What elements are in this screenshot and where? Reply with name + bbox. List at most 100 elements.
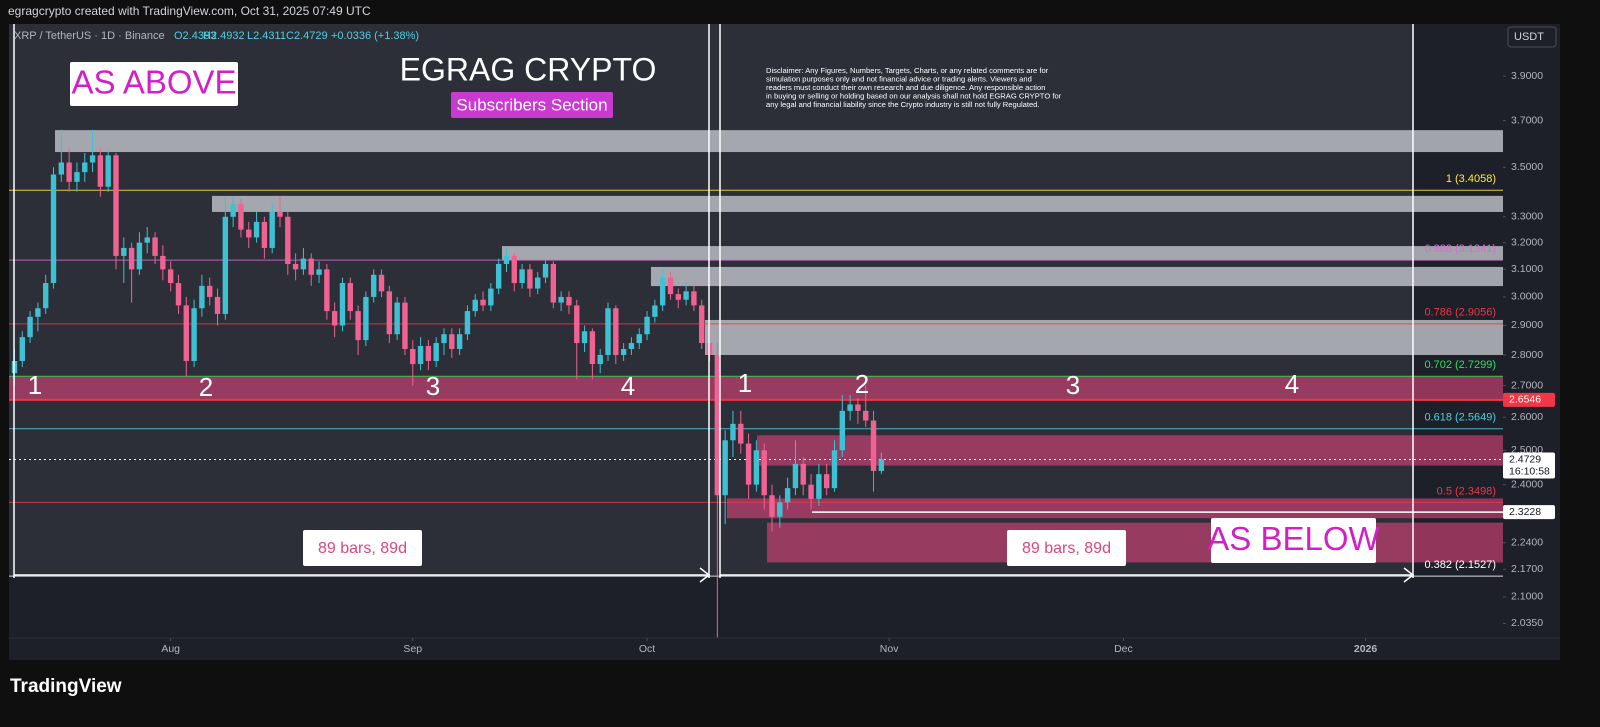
cycle-label: 2	[855, 369, 869, 399]
x-tick-label: Aug	[161, 643, 180, 655]
price-zone	[55, 130, 1503, 153]
subtitle: Subscribers Section	[456, 95, 607, 114]
candle-body	[620, 348, 627, 355]
candle-body	[277, 211, 283, 217]
fib-label: 0.786 (2.9056)	[1424, 307, 1496, 319]
price-zone	[767, 522, 1503, 563]
y-tick-label: 3.9000	[1511, 70, 1543, 82]
candle-body	[613, 308, 619, 355]
candle-body	[386, 291, 393, 335]
candle-body	[89, 155, 96, 163]
currency: USDT	[1514, 31, 1544, 43]
candle-body	[574, 305, 580, 344]
candle-body	[636, 334, 642, 344]
y-tick-label: 2.2400	[1511, 536, 1543, 548]
candle-body	[652, 305, 658, 317]
disclaimer-line: in buying or selling or holding based on…	[766, 92, 1062, 101]
cycle-label: 4	[1285, 369, 1299, 399]
candle-body	[472, 299, 478, 312]
candle-body	[699, 305, 705, 344]
candle-body	[519, 269, 525, 284]
candle-body	[261, 221, 268, 248]
candle-body	[839, 410, 845, 451]
candle-body	[745, 443, 752, 485]
cycle-label: 4	[621, 371, 635, 401]
candle-body	[441, 334, 447, 344]
candle-body	[480, 299, 486, 306]
candle-body	[488, 288, 494, 306]
range-label-box	[303, 530, 422, 566]
candle-body	[870, 420, 877, 471]
price-zone	[705, 319, 1503, 355]
x-tick-label: Dec	[1114, 643, 1133, 655]
candle-body	[394, 302, 400, 335]
symbol: XRP / TetherUS · 1D · Binance	[14, 30, 165, 42]
candle-body	[43, 283, 49, 309]
candle-body	[847, 404, 853, 411]
x-tick-label: Sep	[403, 643, 422, 655]
candle-body	[230, 204, 236, 217]
candle-body	[253, 221, 260, 238]
candle-body	[667, 277, 674, 295]
fib-label: 0.382 (2.1527)	[1424, 559, 1496, 571]
candle-body	[581, 331, 588, 344]
y-tick-label: 2.7000	[1511, 379, 1543, 391]
candle-body	[831, 450, 838, 489]
price-axis	[1503, 24, 1560, 660]
countdown: 16:10:58	[1509, 465, 1550, 477]
alert-price-tag	[1503, 392, 1555, 407]
candle-body	[417, 346, 424, 365]
candle-body	[19, 337, 25, 362]
candle-body	[378, 274, 385, 292]
as-below: AS BELOW	[1207, 520, 1380, 557]
y-tick-label: 3.5000	[1511, 161, 1543, 173]
candle-body	[511, 255, 517, 284]
candle-body	[823, 474, 830, 489]
candle-body	[246, 229, 252, 238]
support-price: 2.3228	[1509, 506, 1541, 518]
candle-body	[714, 354, 721, 496]
candle-body	[238, 204, 244, 230]
candle-body	[792, 463, 799, 489]
legend-value: O2.4393	[174, 30, 216, 42]
y-tick-label: 3.0000	[1511, 291, 1543, 303]
candle-body	[495, 263, 502, 289]
candle-body	[128, 247, 135, 270]
candle-body	[214, 296, 221, 314]
y-tick-label: 2.8000	[1511, 349, 1543, 361]
candle-body	[50, 174, 57, 284]
disclaimer-line: Disclaimer: Any Figures, Numbers, Target…	[766, 66, 1049, 75]
cycle-label: 3	[1066, 370, 1080, 400]
x-tick-label: 2026	[1354, 643, 1378, 655]
footer-logo: TradingView	[10, 676, 122, 697]
y-tick-label: 3.2000	[1511, 236, 1543, 248]
candle-body	[730, 423, 736, 441]
y-tick-label: 2.1000	[1511, 591, 1543, 603]
price-zone	[651, 266, 1503, 287]
candle-body	[152, 237, 158, 256]
candle-body	[527, 269, 533, 289]
cycle-label: 3	[426, 371, 440, 401]
currency-box	[1507, 26, 1557, 48]
legend-value: H2.4932	[203, 30, 245, 42]
candle-body	[324, 269, 330, 312]
candle-body	[113, 155, 119, 256]
legend-value: C2.4729	[286, 30, 328, 42]
candle-body	[808, 484, 814, 499]
candle-body	[183, 305, 189, 362]
candle-body	[558, 296, 564, 303]
candle-body	[644, 316, 650, 335]
candle-body	[300, 258, 307, 270]
as-above: AS ABOVE	[71, 64, 236, 101]
x-tick-label: Oct	[639, 643, 655, 655]
candle-body	[316, 269, 322, 275]
candle-body	[207, 285, 213, 297]
candle-body	[863, 410, 869, 421]
disclaimer-line: readers must conduct their own research …	[766, 83, 1045, 92]
candle-body	[74, 172, 80, 182]
candle-body	[659, 277, 666, 306]
y-tick-label: 2.1700	[1511, 563, 1543, 575]
candle-body	[402, 302, 408, 349]
candle-body	[855, 404, 861, 411]
y-tick-label: 2.0350	[1511, 617, 1543, 629]
